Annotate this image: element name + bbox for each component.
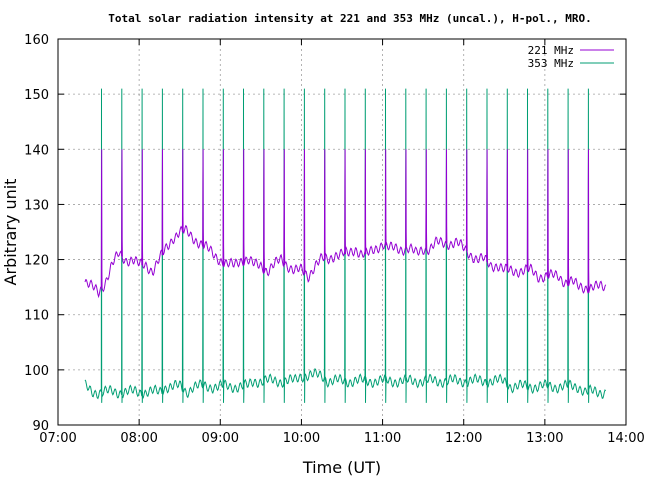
x-axis: 07:00 08:00 09:00 10:00 11:00 12:00 13:00 14:00 xyxy=(39,39,645,446)
x-tick-label: 08:00 xyxy=(120,431,157,446)
x-tick-label: 07:00 xyxy=(39,431,76,446)
y-tick-label: 110 xyxy=(24,309,49,324)
y-tick-label: 150 xyxy=(24,88,49,103)
grid xyxy=(58,39,626,425)
y-tick-label: 100 xyxy=(24,364,49,379)
x-tick-label: 14:00 xyxy=(607,431,644,446)
y-axis-label: Arbitrary unit xyxy=(1,179,20,286)
x-tick-label: 11:00 xyxy=(364,431,401,446)
x-tick-label: 10:00 xyxy=(283,431,320,446)
x-tick-label: 12:00 xyxy=(445,431,482,446)
y-tick-label: 120 xyxy=(24,254,49,269)
y-axis: 90 100 110 120 130 140 150 160 xyxy=(24,33,626,434)
y-tick-label: 160 xyxy=(24,33,49,48)
x-tick-label: 09:00 xyxy=(202,431,239,446)
chart-title: Total solar radiation intensity at 221 a… xyxy=(108,12,591,25)
x-axis-label: Time (UT) xyxy=(302,458,381,477)
x-tick-label: 13:00 xyxy=(526,431,563,446)
series-line-0 xyxy=(84,149,607,299)
y-tick-label: 130 xyxy=(24,198,49,213)
plot-frame xyxy=(57,38,627,426)
legend: 221 MHz 353 MHz xyxy=(528,44,614,70)
series-line-1 xyxy=(84,88,607,403)
series-layer xyxy=(84,88,607,403)
legend-label-353: 353 MHz xyxy=(528,57,574,70)
y-tick-label: 90 xyxy=(32,419,49,434)
legend-label-221: 221 MHz xyxy=(528,44,574,57)
y-tick-label: 140 xyxy=(24,143,49,158)
